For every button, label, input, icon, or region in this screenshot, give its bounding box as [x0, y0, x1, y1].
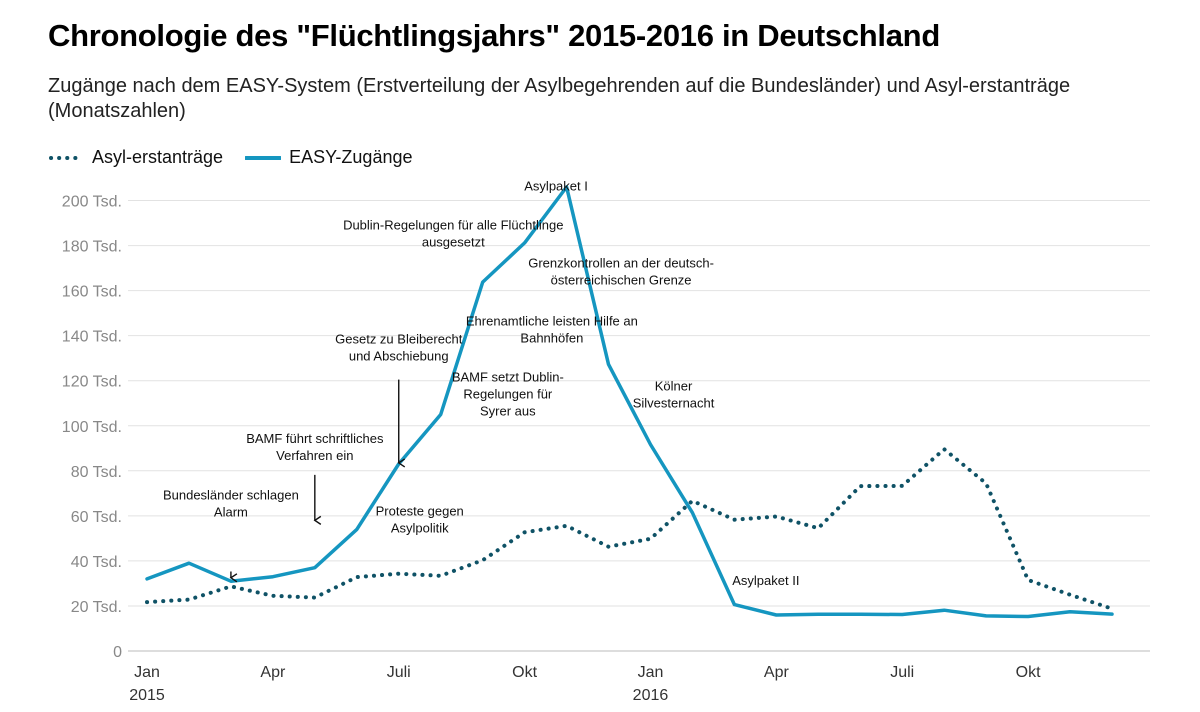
annotation-line: Regelungen für — [463, 387, 553, 402]
x-tick-label: Juli — [387, 664, 411, 681]
x-tick-label: Juli — [890, 664, 914, 681]
series-line-easy-zugaenge — [145, 185, 1114, 619]
y-tick-label: 60 Tsd. — [71, 509, 122, 526]
annotation-line: Asylpaket I — [524, 178, 588, 193]
annotation-label: Grenzkontrollen an der deutsch-österreic… — [528, 256, 714, 288]
annotation-line: Verfahren ein — [276, 448, 353, 463]
chart-title: Chronologie des "Flüchtlingsjahrs" 2015-… — [48, 18, 940, 53]
x-tick-label: Apr — [764, 664, 790, 681]
annotation-line: Bundesländer schlagen — [163, 488, 299, 503]
annotation-line: österreichischen Grenze — [551, 273, 692, 288]
x-tick-label: Jan — [134, 664, 160, 681]
annotation-line: Gesetz zu Bleiberecht — [335, 332, 463, 347]
annotation-label: Asylpaket II — [732, 573, 799, 588]
y-tick-label: 160 Tsd. — [62, 284, 122, 301]
annotation-line: Silvesternacht — [633, 396, 715, 411]
annotation-line: Grenzkontrollen an der deutsch- — [528, 256, 714, 271]
annotation-line: BAMF führt schriftliches — [246, 431, 384, 446]
annotation-line: Bahnhöfen — [520, 331, 583, 346]
annotation-label: BAMF führt schriftliches Verfahren ein — [246, 431, 384, 463]
annotation-line: Dublin-Regelungen für alle Flüchtlinge — [343, 218, 563, 233]
annotation-label: Dublin-Regelungen für alle Flüchtlinge au… — [343, 218, 563, 250]
legend: Asyl-erstanträge EASY-Zugänge — [48, 147, 435, 168]
annotation-line: Ehrenamtliche leisten Hilfe an — [466, 314, 638, 329]
legend-label-easy-zugaenge: EASY-Zugänge — [289, 147, 413, 167]
y-tick-label: 80 Tsd. — [71, 464, 122, 481]
annotation-line: Asylpaket II — [732, 573, 799, 588]
series-line-asyl-erstantraege — [145, 447, 1114, 611]
y-tick-label: 200 Tsd. — [62, 194, 122, 211]
chart-subtitle: Zugänge nach dem EASY-System (Erstvertei… — [48, 75, 1071, 122]
annotation-line: Kölner — [655, 379, 693, 394]
annotation-line: Alarm — [214, 505, 248, 520]
y-tick-label: 180 Tsd. — [62, 239, 122, 256]
x-tick-year-label: 2015 — [129, 687, 165, 704]
x-tick-label: Okt — [512, 664, 537, 681]
annotation-line: Syrer aus — [480, 404, 536, 419]
annotation-label: Ehrenamtliche leisten Hilfe an Bahnhöfen — [466, 314, 638, 346]
annotations: Bundesländer schlagen Alarm BAMF führt sch… — [163, 178, 799, 588]
x-tick-year-label: 2016 — [633, 687, 669, 704]
legend-item-easy-zugaenge: EASY-Zugänge — [245, 147, 413, 168]
annotation-label: Asylpaket I — [524, 178, 588, 193]
annotation-label: Gesetz zu Bleiberecht und Abschiebung — [335, 332, 463, 364]
x-tick-label: Apr — [260, 664, 286, 681]
annotation-line: Asylpolitik — [391, 520, 449, 535]
legend-item-asyl-erstantraege: Asyl-erstanträge — [48, 147, 223, 168]
annotation-line: Proteste gegen — [376, 503, 464, 518]
y-tick-label: 0 — [113, 644, 122, 661]
y-tick-label: 40 Tsd. — [71, 554, 122, 571]
grid: 0 20 Tsd. 40 Tsd. 60 Tsd. 80 Tsd. 100 Tsd. 120… — [62, 194, 1150, 704]
y-tick-label: 140 Tsd. — [62, 329, 122, 346]
annotation-label: Proteste gegen Asylpolitik — [376, 503, 464, 535]
annotation-line: und Abschiebung — [349, 349, 449, 364]
annotation-line: ausgesetzt — [422, 235, 485, 250]
y-tick-label: 100 Tsd. — [62, 419, 122, 436]
series-lines — [145, 185, 1114, 619]
legend-label-asyl-erstantraege: Asyl-erstanträge — [92, 147, 224, 167]
legend-swatch-solid-line — [245, 155, 282, 160]
annotation-label: Bundesländer schlagen Alarm — [163, 488, 299, 520]
legend-swatch-dotted-line — [49, 155, 83, 160]
annotation-line: BAMF setzt Dublin- — [452, 370, 564, 385]
annotation-label: Kölner Silvesternacht — [633, 379, 715, 411]
annotation-label: BAMF setzt Dublin- Regelungen für Syrer au… — [452, 370, 564, 419]
y-tick-label: 120 Tsd. — [62, 374, 122, 391]
x-tick-label: Okt — [1016, 664, 1041, 681]
y-tick-label: 20 Tsd. — [71, 599, 122, 616]
x-tick-label: Jan — [638, 664, 664, 681]
